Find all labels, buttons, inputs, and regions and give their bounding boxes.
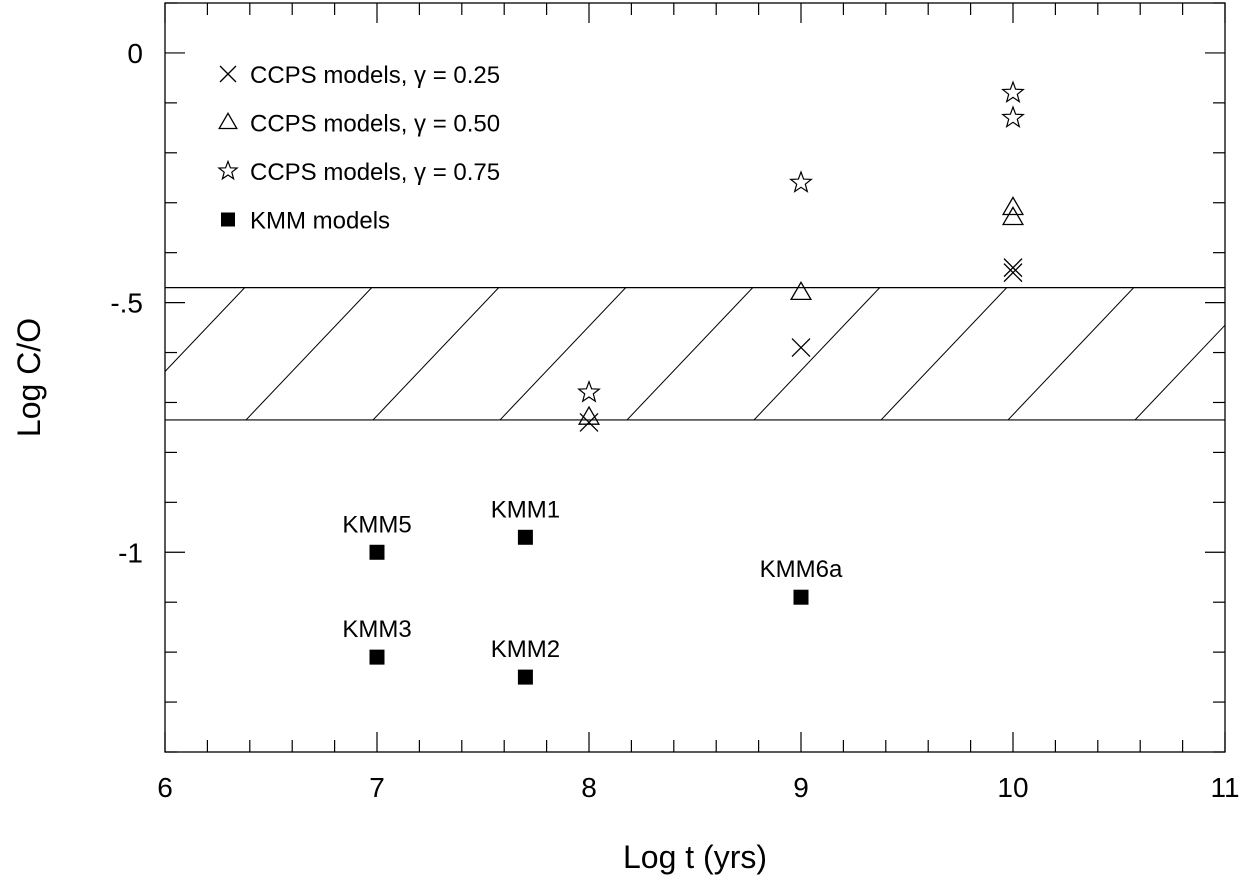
star-point	[789, 170, 813, 193]
legend-marker-triangle	[218, 112, 238, 130]
x-tick-label: 10	[997, 772, 1028, 803]
square-point	[517, 529, 533, 545]
hatch-line	[165, 287, 246, 373]
plot-frame	[164, 2, 1226, 753]
hatch-line	[880, 287, 1008, 420]
square-point	[517, 669, 533, 685]
hatch-line	[753, 287, 881, 420]
star-point	[577, 379, 601, 403]
hatch-line	[1007, 287, 1135, 420]
point-label: KMM5	[342, 511, 411, 538]
legend-marker-star	[217, 159, 239, 181]
band-hatch	[165, 287, 1225, 420]
star-point	[1001, 80, 1025, 103]
legend-label: CCPS models, γ = 0.50	[250, 111, 500, 138]
triangle-point	[1001, 196, 1025, 216]
shaded-band	[165, 287, 1225, 421]
legend-label: KMM models	[250, 208, 390, 235]
point-label: KMM2	[491, 636, 560, 663]
axis-ticks	[164, 2, 1226, 753]
square-point	[793, 589, 809, 605]
series-cross	[579, 258, 1023, 432]
cross-point	[579, 412, 599, 432]
y-axis-label: Log C/O	[11, 318, 47, 437]
y-tick-label: -.5	[110, 288, 143, 319]
hatch-line	[372, 287, 500, 420]
legend-label: CCPS models, γ = 0.75	[250, 159, 500, 186]
y-tick-label: 0	[127, 38, 143, 69]
y-tick-label: -1	[118, 537, 143, 568]
data-points: KMM1 KMM2 KMM3 KMM5 KMM6a	[342, 80, 1025, 685]
cross-point	[791, 338, 811, 357]
x-tick-labels: 6 7 8 9 10 11	[157, 772, 1239, 803]
x-tick-label: 6	[157, 772, 173, 803]
square-point	[369, 544, 385, 560]
y-tick-labels: 0 -.5 -1	[110, 38, 143, 568]
point-label: KMM3	[342, 616, 411, 643]
x-tick-label: 8	[581, 772, 597, 803]
hatch-line	[1134, 324, 1225, 420]
hatch-line	[626, 287, 754, 420]
series-star	[577, 80, 1025, 403]
square-point	[369, 649, 385, 665]
x-axis-label: Log t (yrs)	[623, 839, 767, 875]
cross-point	[1003, 263, 1023, 283]
x-tick-label: 7	[369, 772, 385, 803]
x-tick-label: 11	[1210, 772, 1239, 803]
series-triangle	[577, 196, 1025, 425]
legend-marker-square	[221, 212, 235, 227]
legend-label: CCPS models, γ = 0.25	[250, 62, 500, 89]
series-square: KMM1 KMM2 KMM3 KMM5 KMM6a	[342, 496, 843, 685]
point-label: KMM6a	[760, 556, 843, 583]
cross-point	[1003, 258, 1023, 278]
star-point	[1001, 105, 1025, 129]
x-tick-label: 9	[793, 772, 809, 803]
legend: CCPS models, γ = 0.25 CCPS models, γ = 0.…	[217, 62, 500, 235]
triangle-point	[1001, 206, 1025, 226]
hatch-line	[499, 287, 627, 420]
legend-marker-cross	[219, 65, 237, 83]
hatch-line	[245, 287, 373, 420]
point-label: KMM1	[491, 496, 560, 523]
triangle-point	[577, 405, 601, 425]
triangle-point	[789, 280, 813, 301]
